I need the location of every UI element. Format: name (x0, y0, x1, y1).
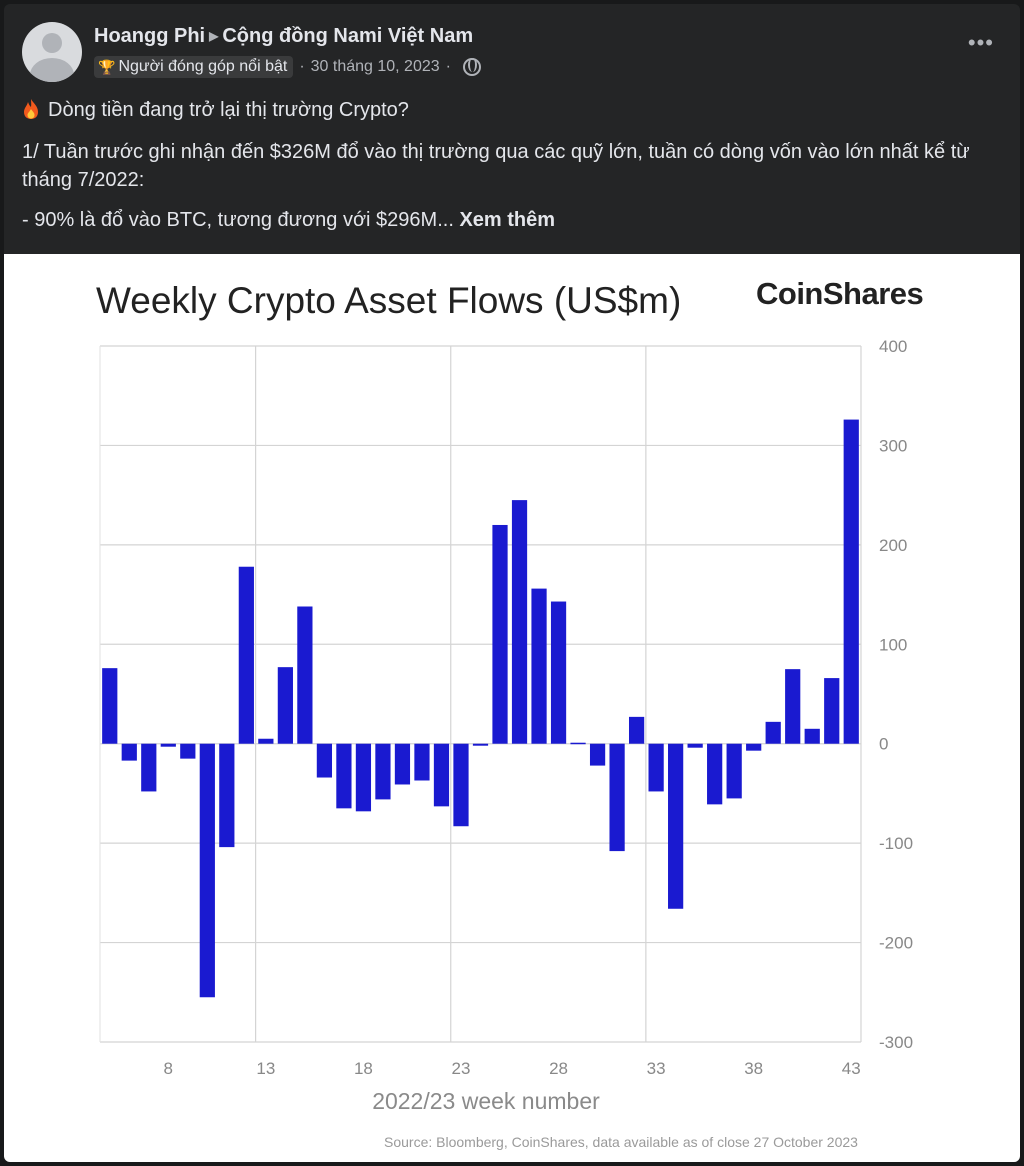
bar-week-16 (316, 743, 333, 778)
x-tick-label: 38 (744, 1059, 763, 1078)
bar-week-14 (277, 667, 293, 744)
bar-week-28 (550, 601, 567, 744)
bar-week-25 (492, 524, 508, 744)
bar-week-41 (804, 728, 820, 744)
bar-week-24 (472, 743, 489, 746)
bar-week-36 (707, 743, 723, 805)
bar-week-43 (843, 419, 859, 744)
bar-week-38 (746, 743, 762, 751)
avatar[interactable] (22, 22, 82, 82)
author-name[interactable]: Hoangg Phi (94, 25, 206, 47)
avatar-head (42, 33, 62, 53)
y-tick-label: 100 (879, 635, 907, 654)
fire-icon (24, 99, 38, 119)
bar-week-5 (102, 668, 118, 744)
bar-week-26 (511, 500, 528, 744)
x-tick-label: 8 (164, 1059, 173, 1078)
chart-title: Weekly Crypto Asset Flows (US$m) (96, 280, 682, 321)
bar-chart: 400 300 200 100 0 -100 -200 -300 8 13 18 23 28 33 38 43… (99, 337, 913, 1114)
bar-week-29 (570, 742, 586, 745)
bar-week-21 (414, 743, 430, 781)
post-text-line-3-content: - 90% là đổ vào BTC, tương đương với $29… (22, 209, 454, 231)
bar-week-27 (531, 588, 547, 744)
globe-icon (462, 58, 481, 76)
x-tick-label: 43 (842, 1059, 861, 1078)
x-tick-label: 23 (452, 1059, 471, 1078)
contributor-badge[interactable]: 🏆 Người đóng góp nổi bật (94, 56, 294, 78)
y-tick-label: -200 (879, 934, 913, 953)
bar-week-32 (628, 716, 645, 744)
avatar-shoulders (30, 58, 74, 82)
bar-week-22 (433, 743, 450, 807)
x-tick-label: 13 (256, 1059, 275, 1078)
bar-week-7 (141, 743, 157, 792)
author-line: Hoangg Phi ▶ Cộng đồng Nami Việt Nam (94, 25, 473, 48)
chart-image[interactable]: 400 300 200 100 0 -100 -200 -300 8 13 18 23 28 33 38 43… (4, 254, 1020, 1162)
bar-week-40 (785, 669, 801, 744)
post-date[interactable]: 30 tháng 10, 2023 (310, 58, 440, 75)
y-tick-label: 200 (879, 536, 907, 555)
post-meta: 🏆 Người đóng góp nổi bật · 30 tháng 10, … (94, 54, 481, 80)
x-axis-label: 2022/23 week number (372, 1088, 600, 1114)
group-name[interactable]: Cộng đồng Nami Việt Nam (222, 25, 474, 47)
post-text-line-2: 1/ Tuần trước ghi nhận đến $326M đổ vào … (22, 141, 970, 191)
trophy-icon: 🏆 (98, 58, 116, 75)
y-tick-label: -100 (879, 834, 913, 853)
bar-week-31 (609, 743, 625, 852)
bar-week-33 (648, 743, 664, 792)
x-tick-label: 28 (549, 1059, 568, 1078)
post-text: Dòng tiền đang trở lại thị trường Crypto… (22, 96, 1002, 234)
bar-week-42 (824, 678, 840, 744)
bar-week-20 (394, 743, 411, 785)
x-tick-label: 33 (647, 1059, 666, 1078)
bar-week-17 (336, 743, 352, 809)
bar-week-37 (726, 743, 742, 799)
bar-week-11 (219, 743, 235, 848)
bar-week-10 (199, 743, 215, 998)
play-arrow-icon: ▶ (209, 29, 219, 43)
chart-source: Source: Bloomberg, CoinShares, data avai… (384, 1134, 858, 1150)
post-text-line-1: Dòng tiền đang trở lại thị trường Crypto… (22, 96, 1002, 124)
y-tick-label: 300 (879, 436, 907, 455)
bar-week-23 (453, 743, 469, 827)
post-text-line-3: - 90% là đổ vào BTC, tương đương với $29… (22, 206, 1002, 234)
meta-separator: · (299, 58, 305, 75)
bar-week-6 (121, 743, 137, 761)
badge-label: Người đóng góp nổi bật (118, 58, 288, 75)
see-more-link[interactable]: Xem thêm (459, 209, 556, 231)
meta-separator-2: · (445, 58, 451, 75)
post-text-line-1-content: Dòng tiền đang trở lại thị trường Crypto… (48, 99, 409, 121)
bar-week-13 (258, 738, 274, 744)
y-tick-label: 0 (879, 735, 888, 754)
bar-week-15 (297, 606, 313, 744)
bar-week-8 (160, 743, 176, 747)
brand-logo: CoinShares (756, 276, 924, 311)
bar-week-19 (375, 743, 391, 800)
facebook-post: Hoangg Phi ▶ Cộng đồng Nami Việt Nam 🏆 Ngư… (4, 4, 1020, 1162)
y-tick-label: -300 (879, 1033, 913, 1052)
bar-week-12 (238, 566, 254, 744)
post-header: Hoangg Phi ▶ Cộng đồng Nami Việt Nam 🏆 Ngư… (4, 4, 1020, 94)
bar-week-34 (668, 743, 684, 909)
bar-week-18 (355, 743, 372, 812)
bar-week-35 (687, 743, 703, 748)
bar-week-39 (765, 721, 781, 744)
y-tick-label: 400 (879, 337, 907, 356)
x-tick-label: 18 (354, 1059, 373, 1078)
more-options-icon[interactable]: ••• (967, 30, 994, 55)
bar-week-30 (589, 743, 606, 766)
bar-week-9 (180, 743, 196, 759)
